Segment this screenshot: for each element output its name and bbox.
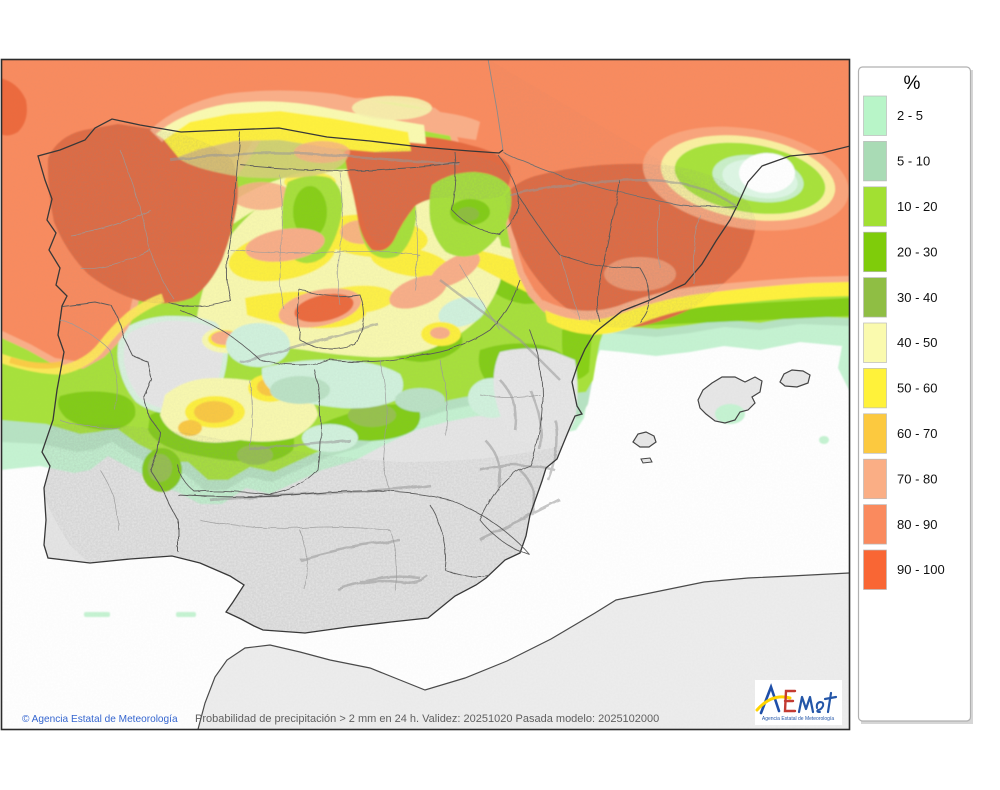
svg-text:50 - 60: 50 - 60	[897, 381, 937, 396]
svg-text:Agencia Estatal de Meteorologí: Agencia Estatal de Meteorología	[762, 716, 834, 722]
svg-text:40 - 50: 40 - 50	[897, 335, 937, 350]
svg-text:2 - 5: 2 - 5	[897, 108, 923, 123]
svg-text:10 - 20: 10 - 20	[897, 199, 937, 214]
svg-text:%: %	[904, 73, 921, 94]
svg-text:© Agencia Estatal de Meteorolo: © Agencia Estatal de Meteorología	[22, 714, 178, 725]
svg-text:90 - 100: 90 - 100	[897, 562, 945, 577]
svg-text:30 - 40: 30 - 40	[897, 290, 937, 305]
svg-text:70 - 80: 70 - 80	[897, 471, 937, 486]
svg-text:80 - 90: 80 - 90	[897, 517, 937, 532]
svg-text:5 - 10: 5 - 10	[897, 154, 930, 169]
svg-text:Probabilidad de precipitación: Probabilidad de precipitación > 2 mm en …	[195, 713, 659, 725]
svg-text:20 - 30: 20 - 30	[897, 244, 937, 259]
svg-text:60 - 70: 60 - 70	[897, 426, 937, 441]
